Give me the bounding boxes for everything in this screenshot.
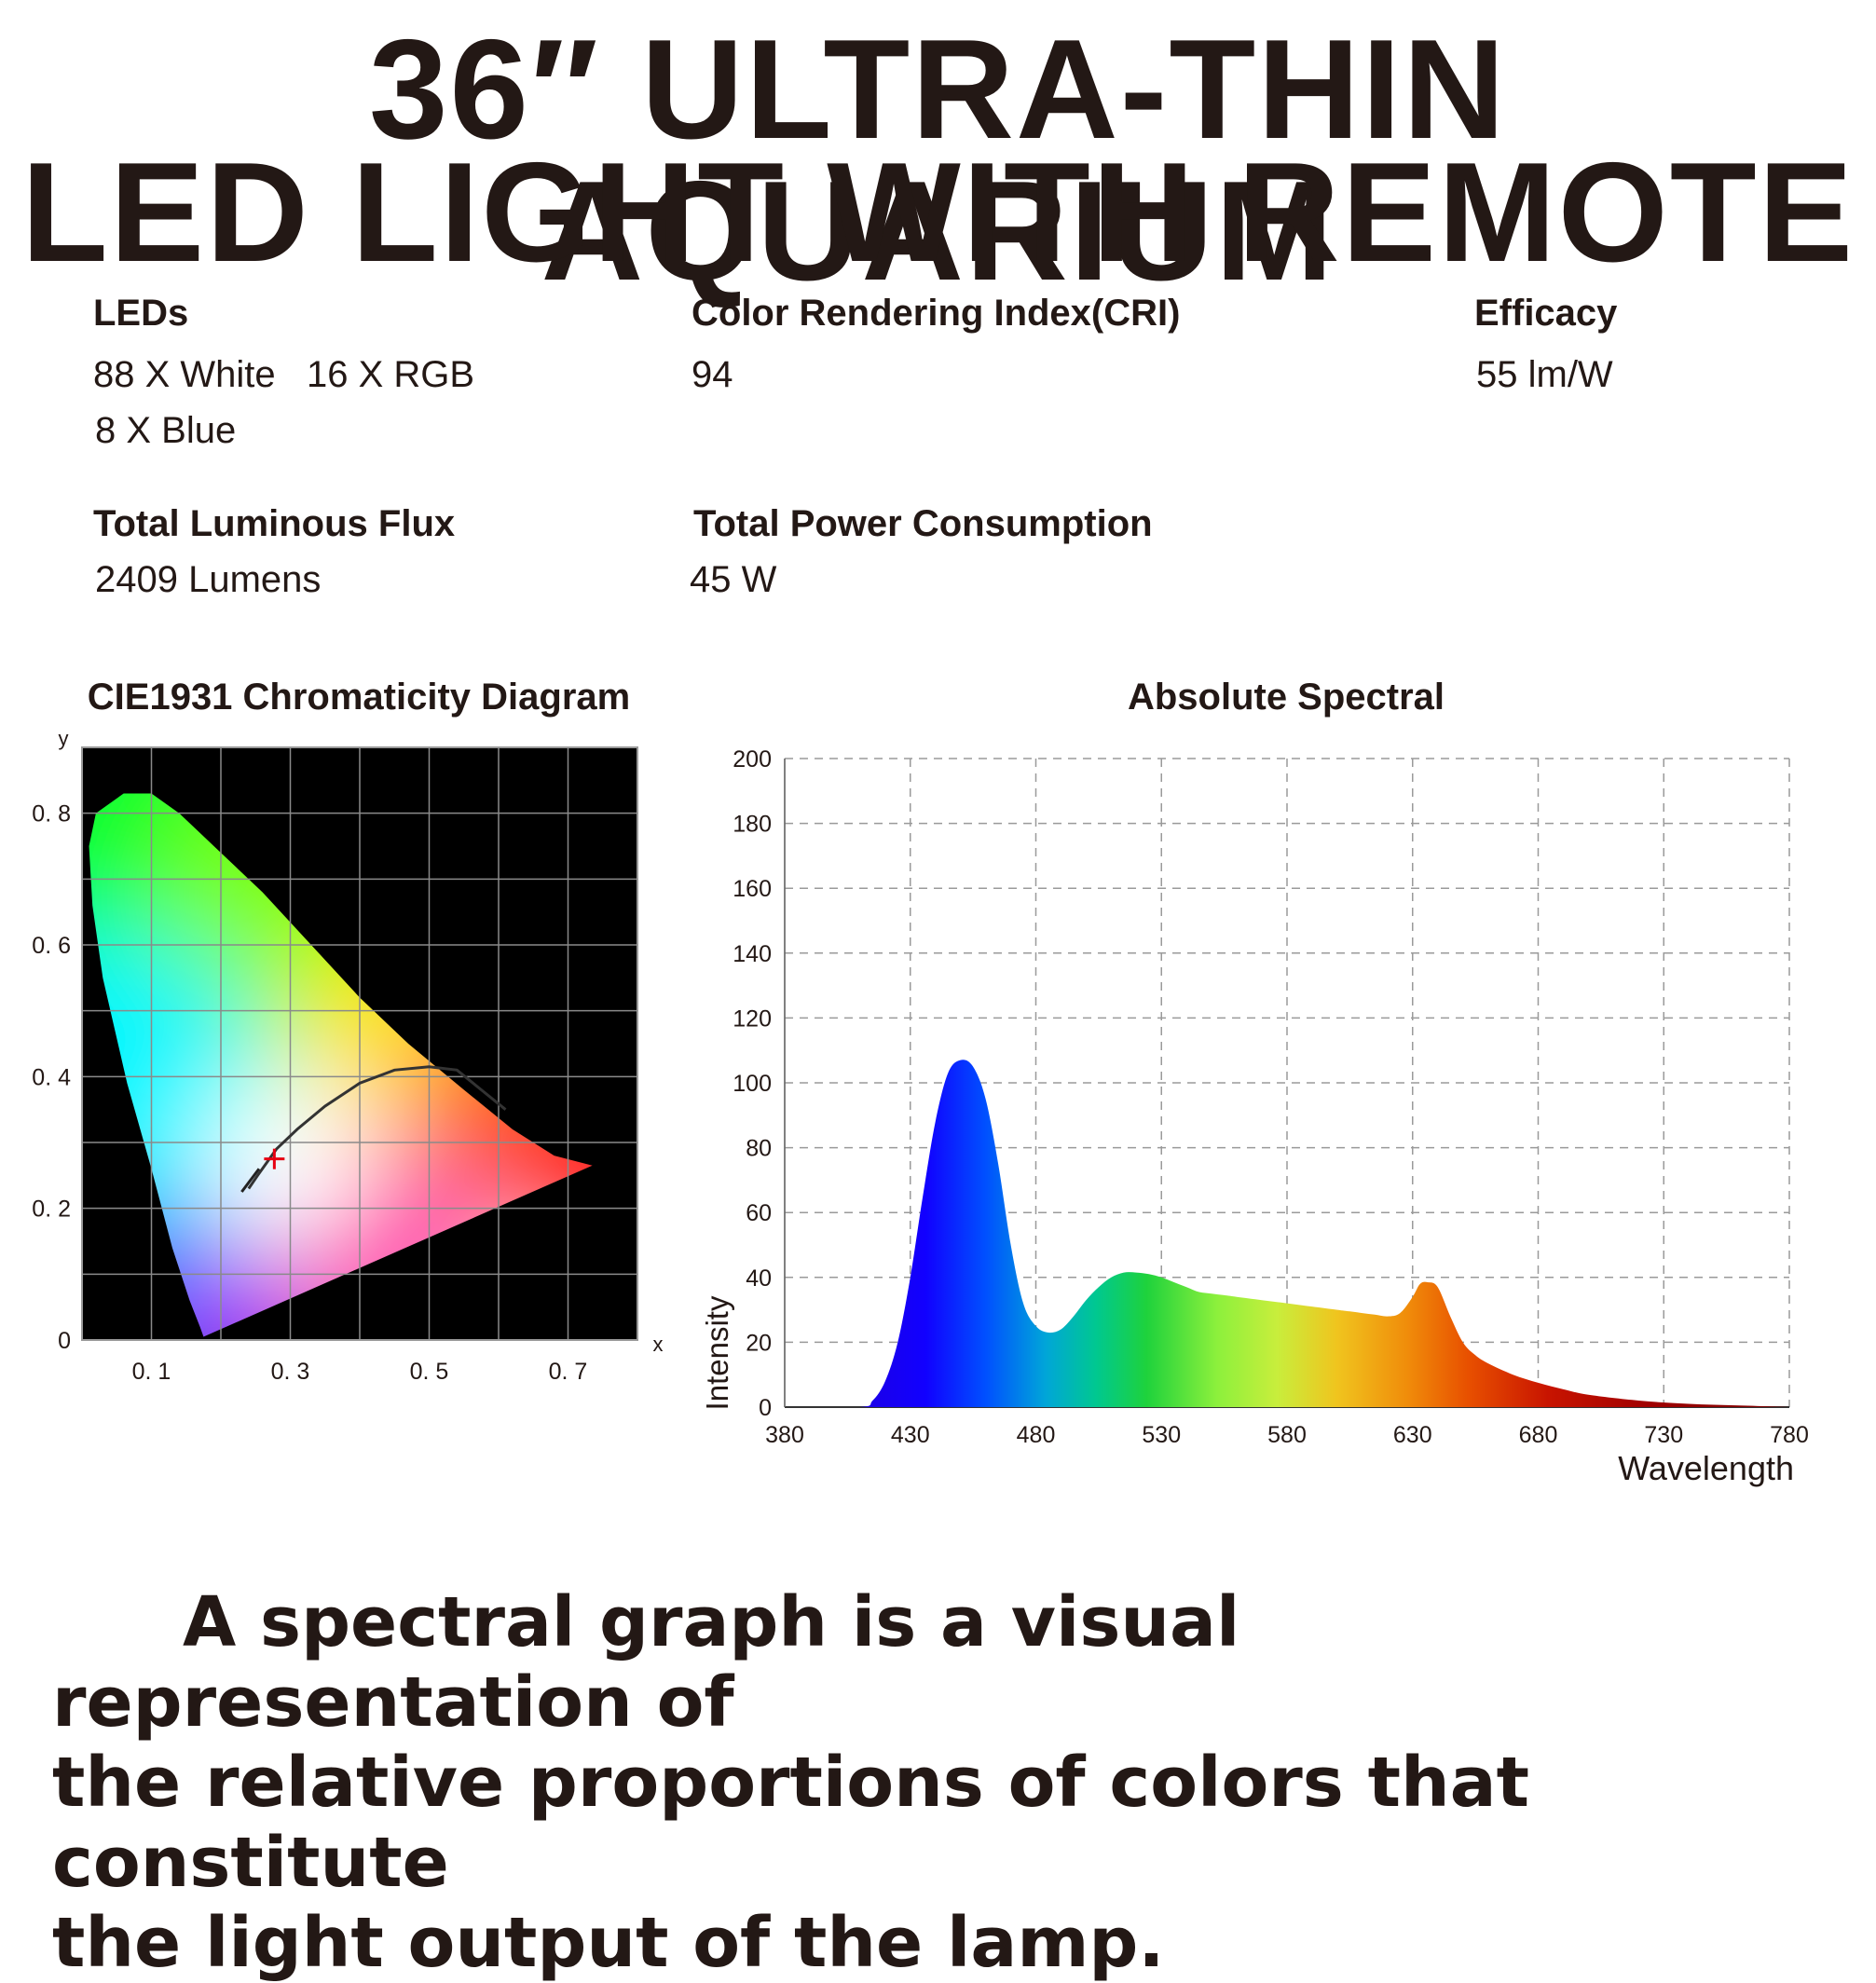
- spectral-y-tick-label: 180: [733, 812, 772, 838]
- spectral-y-tick-label: 100: [733, 1071, 772, 1097]
- cie-chromaticity-chart: 0. 1 0. 3 0. 5 0. 7 0 0. 2 0. 4 0. 6 0. 8 y x: [32, 727, 664, 1385]
- cie-x-tick-label: 0. 1: [132, 1359, 171, 1385]
- spectral-y-tick-label: 80: [746, 1136, 772, 1162]
- cie-y-tick-label: 0. 2: [32, 1197, 71, 1223]
- efficacy-label: Efficacy: [1474, 293, 1618, 334]
- cie-plot-frame: [81, 746, 638, 1341]
- cie-y-axis-label: y: [59, 727, 69, 750]
- spectral-y-tick-label: 60: [746, 1200, 772, 1226]
- footer-line-3: the light output of the lamp.: [52, 1903, 1165, 1983]
- cie-x-tick-label: 0. 7: [549, 1359, 588, 1385]
- page-title-line-1: 36″ ULTRA-THIN AQUARIUM: [368, 10, 1508, 310]
- spectral-x-tick-label: 380: [765, 1422, 804, 1448]
- cie-chart-title: CIE1931 Chromaticity Diagram: [87, 677, 631, 718]
- cie-y-tick-label: 0: [58, 1328, 71, 1354]
- leds-value-line1: 88 X White 16 X RGB: [93, 354, 475, 395]
- cie-y-tick-label: 0. 6: [32, 933, 71, 959]
- cie-grid: [82, 747, 637, 1340]
- spectral-y-tick-label: 40: [746, 1265, 772, 1292]
- cie-x-tick-label: 0. 3: [271, 1359, 310, 1385]
- spectral-area: [785, 1060, 1789, 1407]
- spectral-y-tick-label: 0: [759, 1395, 772, 1421]
- spectral-y-tick-label: 120: [733, 1005, 772, 1032]
- page-title-line-2: LED LIGHT WITH REMOTE: [21, 133, 1855, 292]
- flux-value: 2409 Lumens: [95, 559, 322, 600]
- cie-y-tick-label: 0. 8: [32, 801, 71, 827]
- flux-label: Total Luminous Flux: [93, 503, 456, 544]
- measured-point-marker: [264, 1148, 285, 1169]
- spectral-chart-title: Absolute Spectral: [1127, 677, 1445, 718]
- efficacy-value: 55 lm/W: [1476, 354, 1613, 395]
- leds-label: LEDs: [93, 293, 189, 334]
- spectral-x-tick-label: 580: [1267, 1422, 1307, 1448]
- power-value: 45 W: [690, 559, 777, 600]
- spectral-y-tick-label: 140: [733, 941, 772, 967]
- spectral-x-axis-label: Wavelength: [1618, 1449, 1794, 1487]
- footer-line-2: the relative proportions of colors that …: [52, 1743, 1529, 1903]
- cri-value: 94: [692, 354, 733, 395]
- spectral-x-tick-label: 480: [1017, 1422, 1056, 1448]
- spectral-x-tick-label: 730: [1644, 1422, 1683, 1448]
- spectral-y-tick-label: 160: [733, 876, 772, 902]
- leds-value-line2: 8 X Blue: [95, 410, 237, 451]
- cie-x-axis-label: x: [653, 1333, 664, 1356]
- spectral-y-tick-label: 200: [733, 746, 772, 773]
- power-label: Total Power Consumption: [693, 503, 1153, 544]
- footer-line-1: A spectral graph is a visual representat…: [52, 1582, 1804, 1743]
- cie-x-tick-label: 0. 5: [410, 1359, 449, 1385]
- spectral-x-tick-label: 780: [1770, 1422, 1809, 1448]
- tolerance-line: [240, 1168, 261, 1193]
- spectral-y-axis-label: Intensity: [700, 1295, 734, 1410]
- spectral-y-tick-label: 20: [746, 1330, 772, 1356]
- spectral-x-tick-label: 680: [1519, 1422, 1558, 1448]
- absolute-spectral-chart: 380 430 480 530 580 630 680 730 780 0 20 40 60 80 100 1…: [700, 746, 1809, 1487]
- footer-line-1-text: A spectral graph is a visual representat…: [52, 1582, 1240, 1743]
- spectral-x-tick-label: 530: [1142, 1422, 1181, 1448]
- cie-y-tick-label: 0. 4: [32, 1064, 71, 1090]
- cri-label: Color Rendering Index(CRI): [692, 293, 1181, 334]
- spectral-x-tick-label: 630: [1393, 1422, 1432, 1448]
- spectral-x-tick-label: 430: [891, 1422, 930, 1448]
- footer-paragraph: A spectral graph is a visual representat…: [52, 1582, 1804, 1983]
